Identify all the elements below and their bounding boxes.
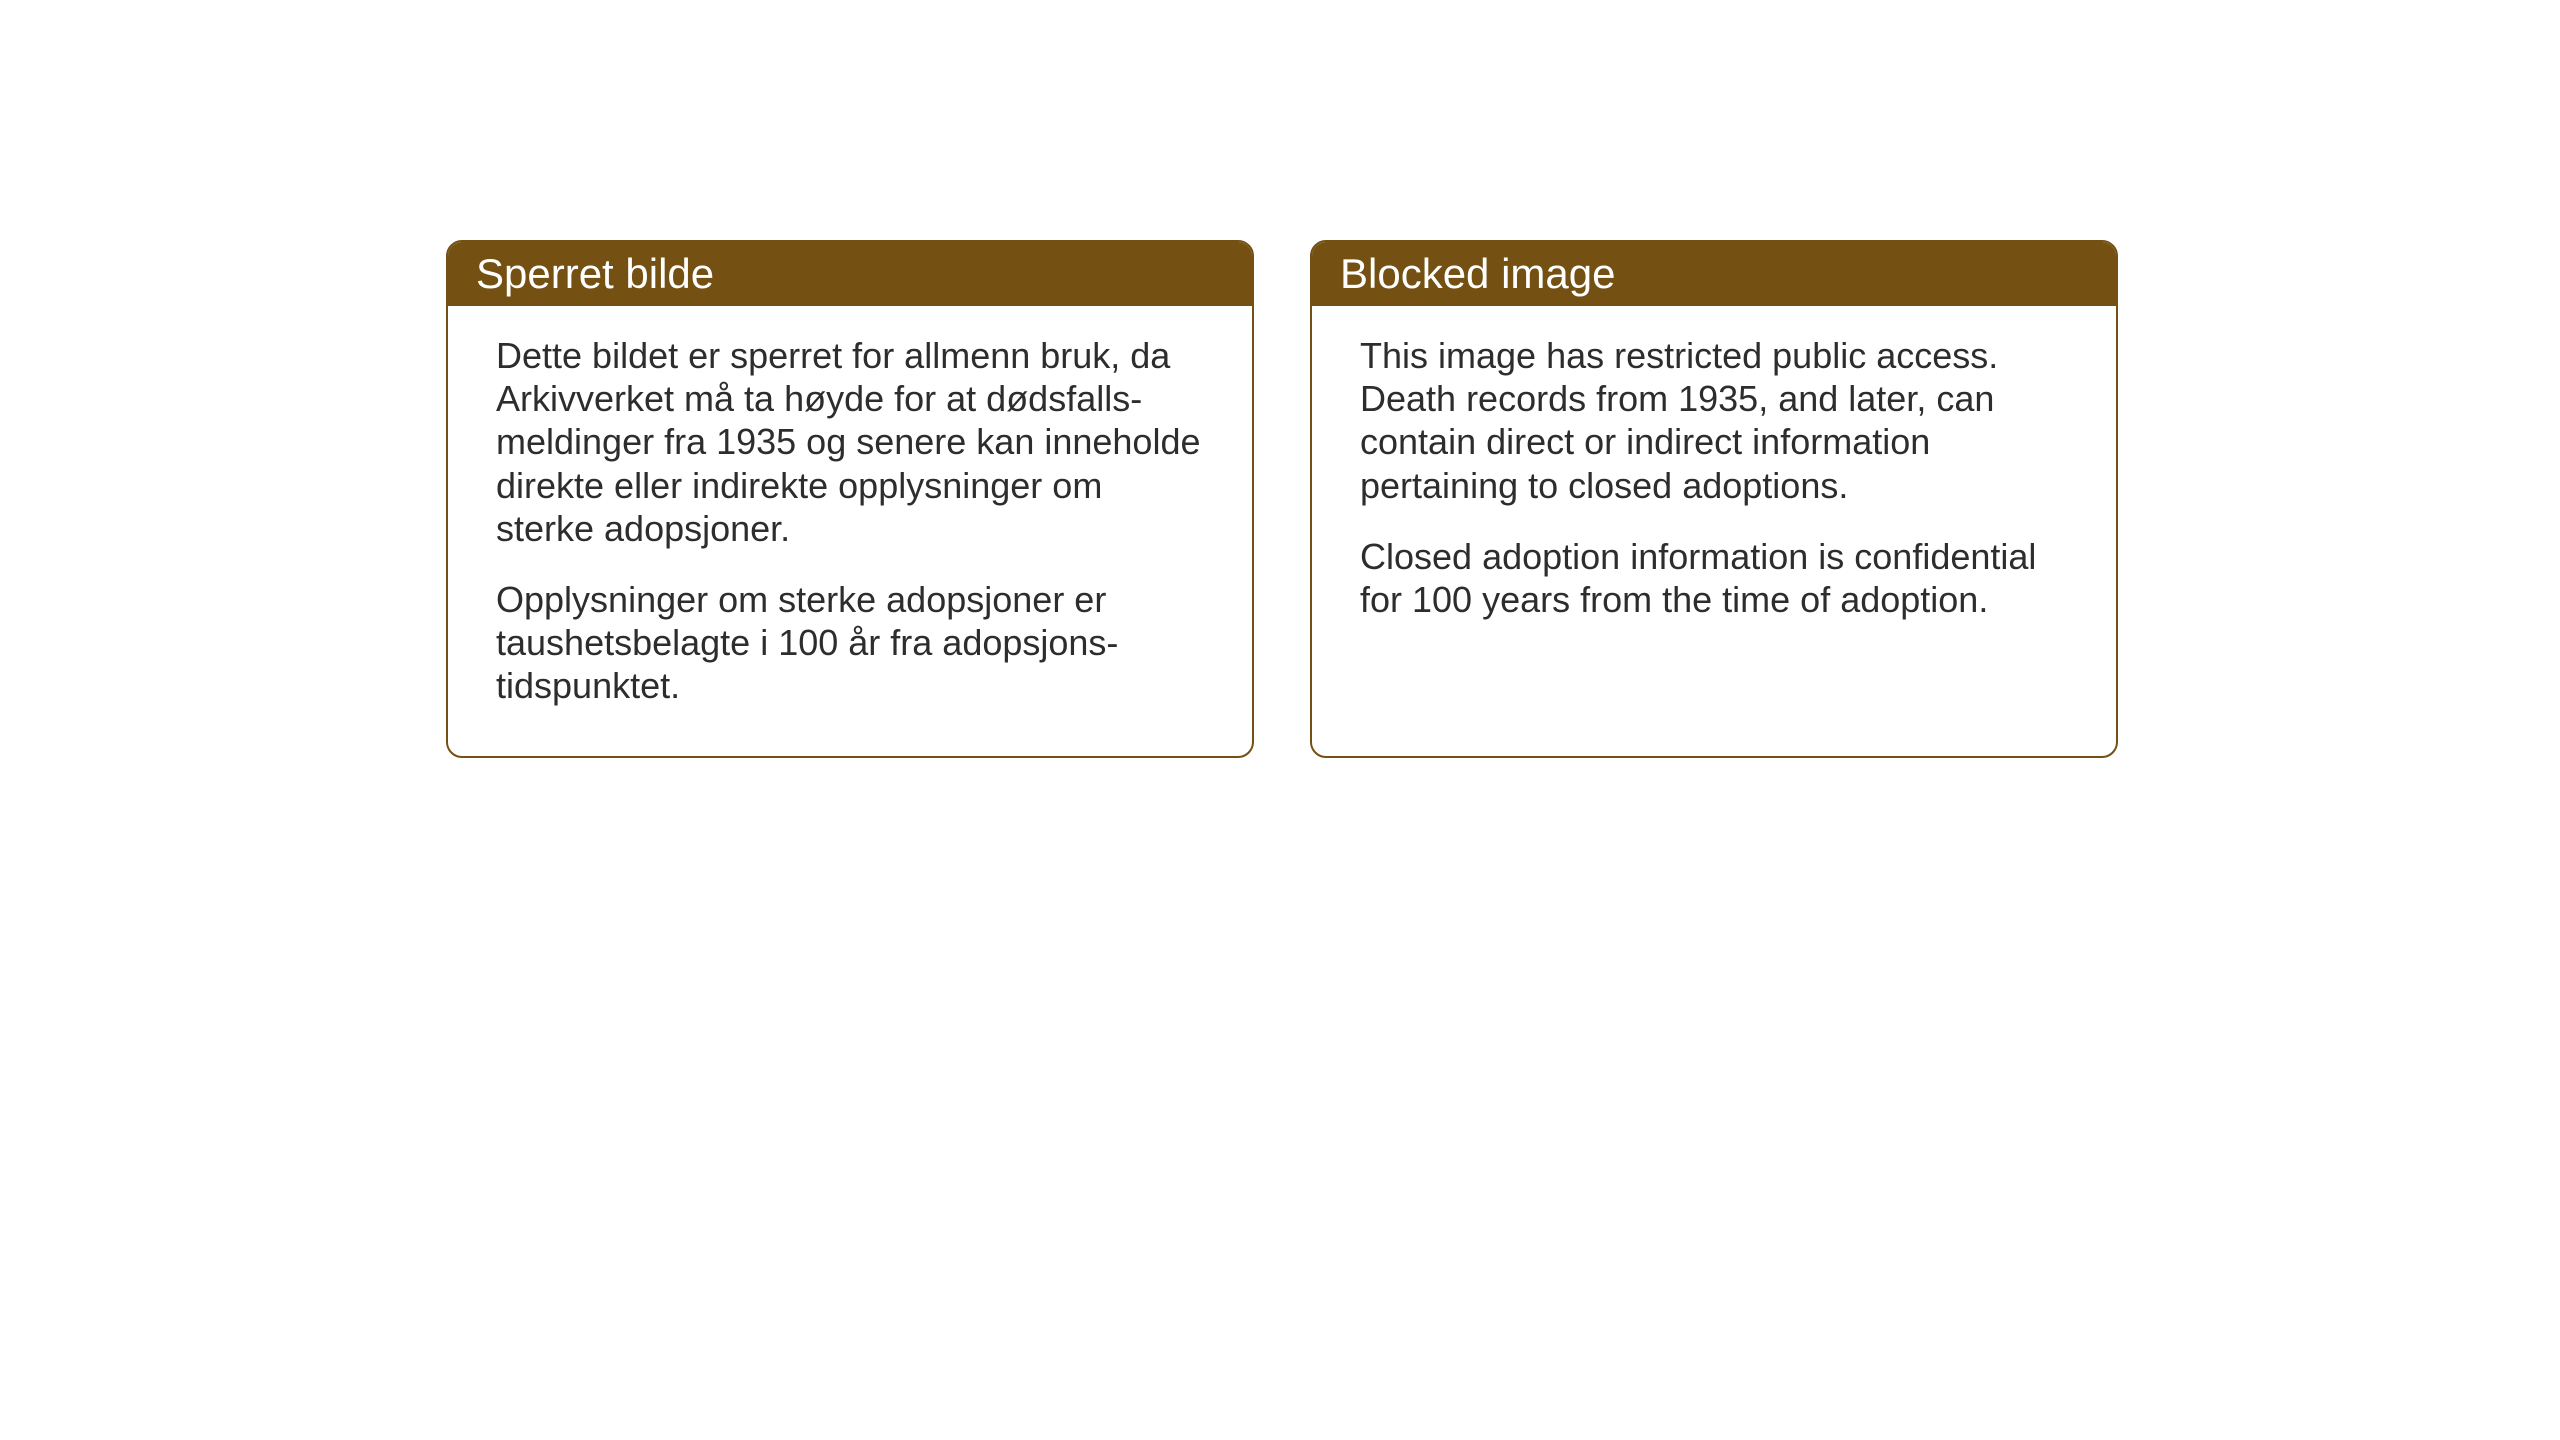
card-paragraph: Closed adoption information is confident…	[1360, 535, 2068, 621]
card-paragraph: Opplysninger om sterke adopsjoner er tau…	[496, 578, 1204, 708]
card-header-english: Blocked image	[1312, 242, 2116, 306]
card-english: Blocked image This image has restricted …	[1310, 240, 2118, 758]
card-norwegian: Sperret bilde Dette bildet er sperret fo…	[446, 240, 1254, 758]
card-paragraph: Dette bildet er sperret for allmenn bruk…	[496, 334, 1204, 550]
card-body-english: This image has restricted public access.…	[1312, 306, 2116, 669]
card-title: Sperret bilde	[476, 250, 714, 297]
cards-container: Sperret bilde Dette bildet er sperret fo…	[446, 240, 2118, 758]
card-paragraph: This image has restricted public access.…	[1360, 334, 2068, 507]
card-title: Blocked image	[1340, 250, 1615, 297]
card-body-norwegian: Dette bildet er sperret for allmenn bruk…	[448, 306, 1252, 756]
card-header-norwegian: Sperret bilde	[448, 242, 1252, 306]
